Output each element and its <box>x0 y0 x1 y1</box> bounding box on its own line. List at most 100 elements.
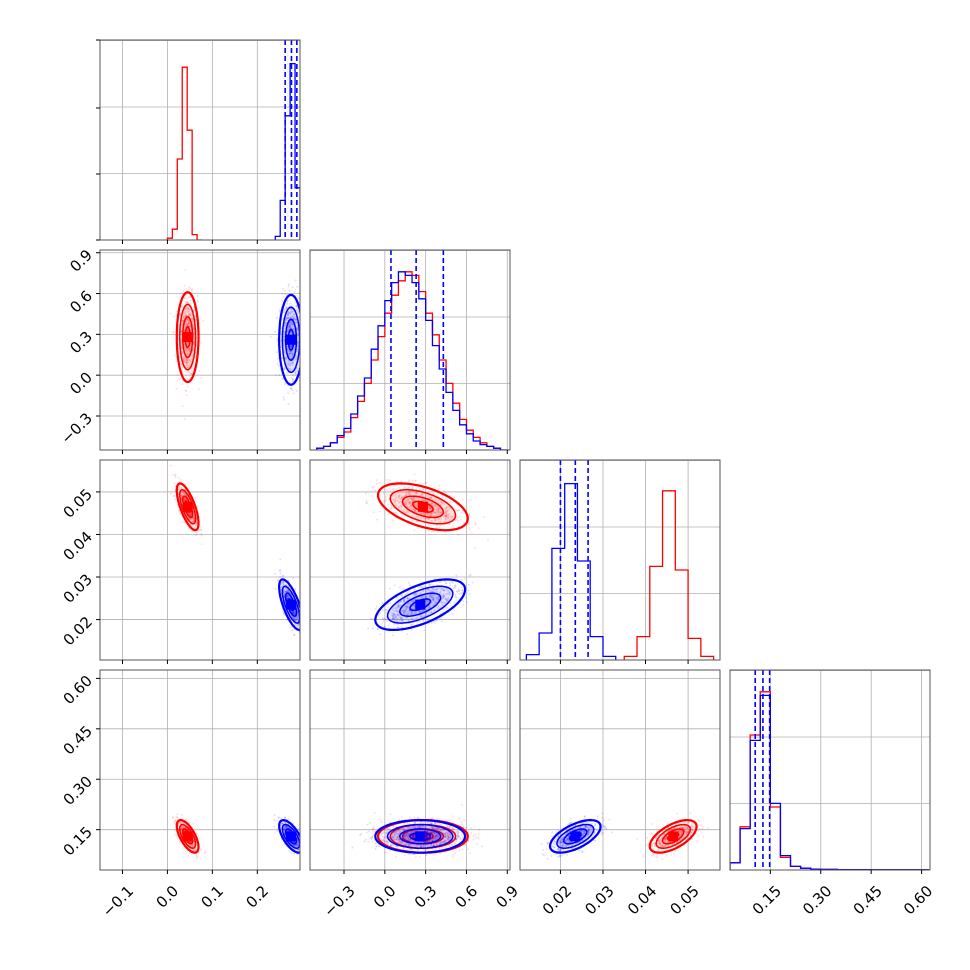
sample-point <box>411 486 414 489</box>
sample-point <box>192 845 194 848</box>
sample-point <box>280 583 283 586</box>
sample-point <box>424 499 427 502</box>
sample-point <box>414 509 416 512</box>
histogram-series-0 <box>316 271 508 450</box>
sample-point <box>303 337 305 339</box>
sample-point <box>441 601 444 604</box>
sample-point <box>194 534 197 537</box>
sample-point <box>429 595 432 598</box>
sample-point <box>443 597 446 600</box>
y-tick-label: 0.04 <box>60 528 96 564</box>
sample-point <box>427 513 430 516</box>
sample-point <box>174 476 177 478</box>
sample-point <box>295 354 298 357</box>
sample-point <box>275 351 278 354</box>
sample-point <box>413 509 416 512</box>
y-tick-label: 0.02 <box>60 613 96 649</box>
sample-point <box>291 378 294 381</box>
sample-point <box>431 598 434 601</box>
sample-point <box>393 607 396 610</box>
sample-point <box>185 359 188 362</box>
sample-point <box>293 348 296 351</box>
y-tick-label: 0.9 <box>66 246 96 276</box>
sample-point <box>185 362 188 365</box>
sample-point <box>180 828 183 831</box>
sample-point <box>186 353 189 356</box>
sample-point <box>296 329 299 331</box>
sample-point <box>448 522 450 525</box>
sample-point <box>397 491 400 494</box>
sample-point <box>407 498 410 501</box>
sample-point <box>419 610 422 613</box>
sample-point <box>288 350 291 353</box>
sample-point <box>302 318 304 320</box>
panel-2-0: 0.020.030.040.05 <box>60 459 301 664</box>
sample-point <box>292 612 295 614</box>
sample-point <box>182 847 185 850</box>
sample-point <box>422 488 424 491</box>
sample-point <box>285 590 288 593</box>
sample-point <box>296 370 299 373</box>
sample-point <box>177 476 180 479</box>
sample-point <box>406 613 409 616</box>
sample-point <box>185 350 188 353</box>
sample-point <box>191 844 194 847</box>
sample-point <box>395 610 398 613</box>
sample-point <box>296 618 298 621</box>
sample-point <box>292 611 295 614</box>
sample-point <box>440 501 443 504</box>
sample-point <box>188 852 191 854</box>
sample-point <box>186 347 189 350</box>
sample-point <box>393 584 396 587</box>
sample-point <box>461 589 464 592</box>
sample-point <box>188 371 191 374</box>
sample-point <box>415 594 418 596</box>
sample-point <box>404 503 407 506</box>
sample-point <box>287 362 290 365</box>
sample-point <box>191 349 194 352</box>
sample-point <box>447 506 450 509</box>
sample-point <box>422 512 425 515</box>
sample-point <box>171 473 174 476</box>
sample-point <box>445 593 448 595</box>
sample-point <box>460 578 463 581</box>
sample-point <box>405 609 407 612</box>
sample-point <box>292 577 294 580</box>
panel-content <box>171 813 300 860</box>
sample-point <box>283 338 286 341</box>
sample-point <box>291 616 294 619</box>
sample-point <box>287 402 290 405</box>
sample-point <box>297 367 300 370</box>
sample-point <box>434 601 437 603</box>
sample-point <box>188 325 191 328</box>
sample-point <box>422 610 425 612</box>
sample-point <box>434 512 437 514</box>
sample-point <box>392 498 395 501</box>
sample-point <box>449 602 451 605</box>
sample-point <box>412 604 415 607</box>
sample-point <box>393 610 396 613</box>
sample-point <box>447 517 450 519</box>
sample-point <box>467 590 470 592</box>
sample-point <box>388 587 391 590</box>
sample-point <box>286 345 289 347</box>
sample-point <box>428 604 431 607</box>
sample-point <box>290 311 293 314</box>
sample-point <box>364 492 367 495</box>
sample-point <box>414 504 416 506</box>
sample-point <box>287 595 290 598</box>
sample-point <box>176 813 179 816</box>
sample-point <box>188 371 191 374</box>
sample-point <box>183 310 186 313</box>
sample-point <box>297 342 300 345</box>
sample-point <box>291 616 294 618</box>
sample-point <box>183 296 186 299</box>
sample-point <box>440 517 443 520</box>
sample-point <box>407 498 409 501</box>
sample-point <box>293 330 296 332</box>
sample-point <box>188 527 191 530</box>
sample-point <box>442 596 445 599</box>
sample-point <box>414 612 417 615</box>
sample-point <box>436 500 439 503</box>
sample-point <box>435 509 438 512</box>
